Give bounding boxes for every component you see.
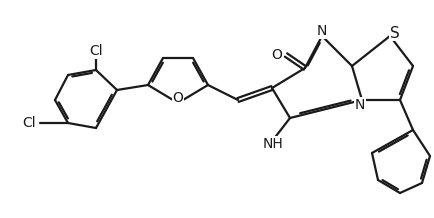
Text: S: S: [390, 26, 400, 41]
Text: NH: NH: [263, 137, 283, 151]
Text: N: N: [355, 98, 365, 112]
Text: Cl: Cl: [89, 44, 103, 58]
Text: Cl: Cl: [23, 116, 36, 130]
Text: O: O: [173, 91, 184, 105]
Text: O: O: [271, 48, 282, 62]
Text: N: N: [317, 24, 327, 38]
